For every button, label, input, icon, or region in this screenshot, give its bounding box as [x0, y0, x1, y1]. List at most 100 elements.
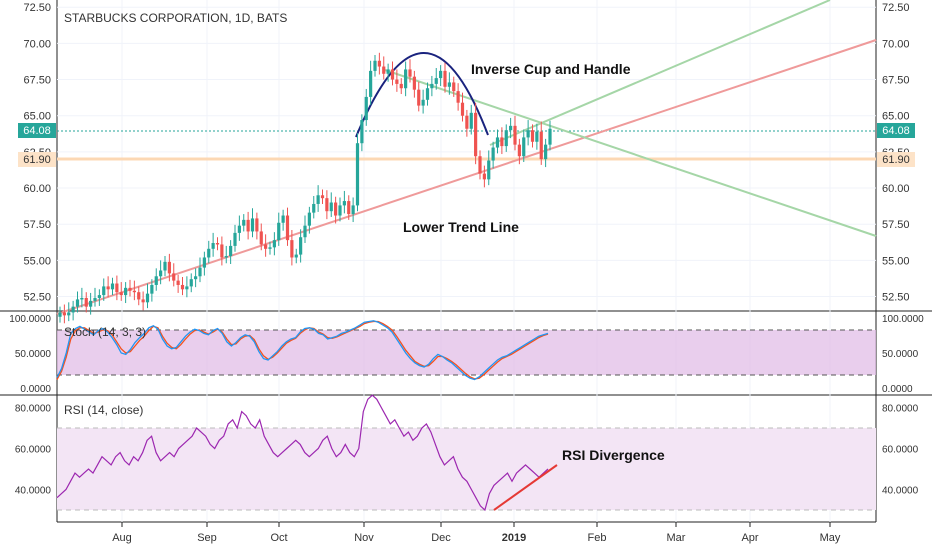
price-tick-right: 70.00	[882, 38, 910, 50]
price-tag-right-level-text: 61.90	[882, 154, 910, 166]
price-tick-right: 65.00	[882, 111, 910, 123]
price-tick-left: 55.00	[23, 255, 51, 267]
candle-body	[452, 82, 456, 92]
trend-annotation: Lower Trend Line	[403, 219, 519, 235]
candle-body	[439, 70, 443, 79]
candle-body	[180, 284, 185, 290]
candle-body	[526, 130, 530, 138]
candle-body	[80, 297, 84, 300]
price-tag-left-current-text: 64.08	[23, 125, 51, 137]
candle-body	[102, 286, 106, 296]
candle-body	[97, 295, 101, 298]
candle-body	[360, 120, 364, 144]
candle-body	[141, 299, 145, 303]
candle-body	[382, 66, 386, 74]
candle-body	[89, 300, 93, 307]
candle-body	[408, 69, 412, 77]
candle-body	[338, 205, 342, 216]
x-tick-label: Mar	[667, 532, 686, 544]
price-tag-right-current-text: 64.08	[882, 125, 910, 137]
rsi-divergence-annotation: RSI Divergence	[562, 447, 665, 463]
stoch-tick-left: 100.0000	[9, 314, 51, 325]
candle-body	[434, 78, 438, 84]
candle-body	[71, 306, 75, 313]
candle-body	[119, 292, 123, 296]
candle-body	[277, 222, 281, 241]
candle-body	[242, 219, 246, 226]
candle-body	[351, 205, 355, 215]
candle-body	[237, 225, 241, 233]
stoch-tick-right: 0.0000	[882, 384, 913, 395]
candle-body	[500, 137, 504, 147]
candle-body	[215, 243, 220, 245]
candle-body	[460, 102, 465, 116]
rsi-tick-left: 40.0000	[15, 486, 52, 497]
candle-body	[509, 125, 513, 131]
candle-body	[176, 280, 180, 285]
candle-body	[150, 284, 154, 294]
candle-body	[137, 292, 141, 300]
stoch-d-line	[56, 320, 549, 380]
price-tick-right: 72.50	[882, 2, 910, 14]
candle-body	[517, 144, 521, 157]
candle-body	[58, 312, 62, 317]
candle-body	[421, 99, 425, 106]
candle-body	[417, 89, 421, 106]
stoch-tick-left: 50.0000	[15, 349, 52, 360]
price-tag-left-current: 64.08	[18, 123, 56, 138]
stoch-title: Stoch (14, 3, 3)	[64, 325, 146, 339]
candle-body	[62, 312, 66, 316]
candle-body	[272, 240, 276, 248]
rsi-tick-right: 80.0000	[882, 404, 919, 415]
candle-body	[264, 244, 268, 249]
x-tick-label: 2019	[502, 532, 526, 544]
candle-body	[548, 128, 552, 145]
candle-body	[285, 215, 290, 241]
candle-body	[229, 245, 233, 257]
price-tick-right: 57.50	[882, 219, 910, 231]
candle-body	[399, 83, 403, 89]
candle-body	[544, 144, 548, 160]
candle-body	[342, 201, 346, 206]
candle-body	[355, 143, 360, 206]
candle-body	[299, 237, 303, 255]
candle-body	[145, 293, 150, 303]
candle-body	[535, 131, 539, 142]
candle-body	[395, 79, 399, 84]
rsi-tick-right: 40.0000	[882, 486, 919, 497]
candle-body	[465, 115, 469, 129]
rsi-tick-right: 60.0000	[882, 445, 919, 456]
lower-trend-line	[56, 39, 877, 315]
candle-body	[167, 261, 171, 274]
x-tick-label: Aug	[112, 532, 132, 544]
rsi-pane: 40.0000 40.0000 60.0000 60.0000 80.0000 80.00…	[15, 394, 919, 512]
candle-body	[93, 297, 97, 301]
candle-body	[294, 254, 298, 258]
price-tag-right-level: 61.90	[877, 152, 915, 167]
candle-body	[373, 60, 377, 71]
candle-body	[329, 202, 333, 212]
candle-body	[425, 88, 430, 100]
green-upper-line	[489, 0, 831, 146]
stoch-tick-right: 100.0000	[882, 314, 924, 325]
x-tick-label: Oct	[270, 532, 287, 544]
candle-body	[84, 297, 88, 307]
price-tick-left: 60.00	[23, 183, 51, 195]
candle-body	[316, 195, 320, 204]
price-tag-right-current: 64.08	[877, 123, 915, 138]
price-tick-left: 52.50	[23, 292, 51, 304]
x-tick-label: Dec	[431, 532, 451, 544]
x-tick-label: Feb	[588, 532, 607, 544]
candle-body	[456, 91, 460, 103]
price-tag-left-level: 61.90	[18, 152, 56, 167]
candle-body	[474, 112, 478, 157]
x-tick-label: Apr	[741, 532, 758, 544]
candle-body	[189, 279, 193, 287]
candle-body	[530, 130, 535, 142]
x-tick-label: May	[820, 532, 841, 544]
price-tick-left: 65.00	[23, 111, 51, 123]
candle-body	[312, 203, 316, 213]
chart-title: STARBUCKS CORPORATION, 1D, BATS	[64, 11, 287, 25]
candle-body	[75, 299, 80, 307]
